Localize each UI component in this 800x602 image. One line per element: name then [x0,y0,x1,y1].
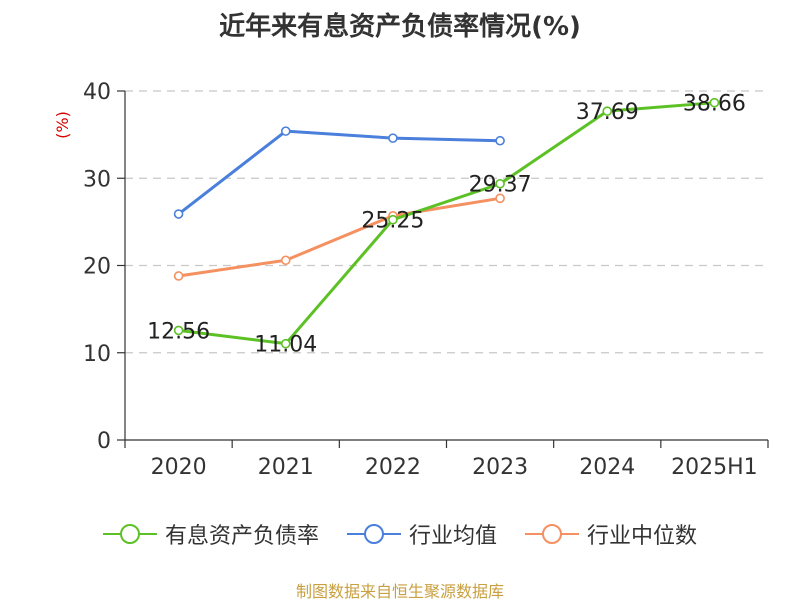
x-tick-label: 2020 [151,455,207,480]
x-tick-label: 2021 [258,455,314,480]
x-tick-label: 2022 [365,455,421,480]
data-point [173,209,184,219]
data-point [388,214,398,225]
legend: 有息资产负债率 行业均值 行业中位数 [0,518,800,550]
y-tick-label: 30 [83,167,111,192]
y-axis-unit-label: (%) [53,111,72,139]
data-label: 11.04 [254,333,317,358]
data-point [280,126,291,136]
data-label: 25.25 [361,209,424,234]
data-point [495,193,505,204]
data-point [602,106,613,116]
y-tick-label: 20 [83,255,111,280]
legend-swatch-icon [525,524,579,544]
data-point [173,271,184,281]
data-point [388,133,398,143]
legend-label: 行业均值 [408,524,497,549]
legend-swatch-icon [102,524,157,544]
y-tick-label: 40 [83,80,111,105]
data-label: 29.37 [469,173,532,198]
legend-item-industry-median[interactable]: 行业中位数 [525,518,697,550]
data-point [280,255,291,266]
y-tick-label: 10 [83,342,111,367]
data-label: 37.69 [576,100,639,125]
data-point [280,338,291,349]
source-note: 制图数据来自恒生聚源数据库 [295,582,504,601]
legend-swatch-icon [346,524,401,544]
legend-item-interest-bearing-ratio[interactable]: 有息资产负债率 [102,518,319,550]
y-tick-label: 0 [97,429,111,454]
legend-label: 行业中位数 [587,524,698,549]
x-tick-label: 2023 [472,455,528,480]
series-line [178,101,715,346]
series-line [177,129,501,216]
data-point [495,178,505,189]
data-label: 38.66 [683,92,746,117]
legend-label: 有息资产负债率 [164,524,319,549]
series-lines [173,97,720,349]
series-line [178,196,501,278]
chart-title: 近年来有息资产负债率情况(%) [219,12,581,42]
data-point [709,97,720,108]
x-tick-label: 2024 [579,455,635,480]
data-label: 12.56 [147,319,210,344]
data-labels: 12.56 11.04 25.25 29.37 37.69 38.66 [147,92,746,358]
data-point [495,135,505,146]
grid-lines [125,90,768,354]
x-tick-label: 2025H1 [671,455,758,480]
data-point [173,325,184,336]
axes: 0 10 20 30 40 2020 2021 2022 2023 2024 2025H1 [83,80,769,480]
legend-item-industry-mean[interactable]: 行业均值 [346,518,497,550]
